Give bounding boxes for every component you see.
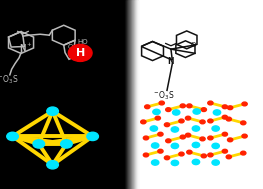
Bar (133, 0, 134, 189)
Circle shape (150, 126, 158, 131)
Text: H: H (75, 48, 85, 58)
Circle shape (208, 101, 213, 105)
Bar (137, 0, 138, 189)
Bar (0, 0, 132, 189)
Circle shape (242, 102, 247, 106)
Bar (134, 0, 135, 189)
Circle shape (171, 143, 179, 149)
Circle shape (185, 116, 191, 120)
Circle shape (208, 153, 213, 157)
Bar (128, 0, 129, 189)
Circle shape (179, 119, 184, 123)
Circle shape (192, 126, 200, 131)
Circle shape (159, 101, 164, 105)
Circle shape (158, 149, 163, 153)
Bar (131, 0, 132, 189)
Circle shape (47, 161, 58, 169)
Circle shape (208, 136, 213, 140)
Bar (130, 0, 131, 189)
Text: +: + (27, 42, 31, 47)
Circle shape (212, 143, 219, 149)
Bar (135, 0, 136, 189)
Bar (132, 0, 263, 189)
Circle shape (164, 156, 170, 160)
Circle shape (227, 106, 233, 110)
Circle shape (227, 138, 233, 142)
Circle shape (242, 134, 247, 138)
Circle shape (151, 143, 159, 148)
Bar (136, 0, 137, 189)
Circle shape (180, 135, 185, 139)
Text: HO: HO (78, 39, 88, 45)
Bar (126, 0, 127, 189)
Text: $^-$O$_3$S: $^-$O$_3$S (0, 73, 19, 86)
Circle shape (193, 109, 200, 114)
Circle shape (60, 140, 72, 148)
Circle shape (222, 132, 227, 136)
Circle shape (180, 104, 185, 108)
Circle shape (7, 132, 18, 141)
Circle shape (192, 142, 200, 148)
Circle shape (201, 154, 206, 158)
Text: O: O (68, 44, 73, 50)
Circle shape (171, 160, 179, 166)
Circle shape (143, 153, 149, 157)
Circle shape (222, 105, 227, 109)
Circle shape (166, 108, 171, 112)
Circle shape (222, 115, 227, 119)
Text: N: N (20, 43, 26, 53)
Bar (125, 0, 126, 189)
Text: N: N (167, 57, 173, 66)
Circle shape (187, 150, 192, 154)
Bar (132, 0, 133, 189)
Circle shape (143, 136, 149, 140)
Circle shape (141, 120, 146, 124)
Circle shape (68, 44, 92, 61)
Circle shape (200, 137, 205, 141)
Circle shape (192, 159, 200, 165)
Circle shape (201, 108, 206, 112)
Circle shape (47, 107, 58, 115)
Circle shape (241, 151, 246, 155)
Circle shape (87, 132, 98, 141)
Circle shape (153, 109, 160, 115)
Circle shape (222, 149, 227, 153)
Circle shape (33, 140, 45, 148)
Circle shape (187, 104, 192, 108)
Circle shape (164, 123, 170, 127)
Circle shape (208, 119, 213, 123)
Circle shape (200, 120, 205, 124)
Circle shape (145, 105, 150, 109)
Circle shape (173, 110, 180, 115)
Circle shape (166, 139, 171, 143)
Circle shape (179, 152, 184, 156)
Text: O: O (191, 42, 196, 48)
Circle shape (155, 116, 160, 120)
Circle shape (212, 160, 219, 165)
Circle shape (158, 132, 163, 136)
Circle shape (213, 110, 221, 115)
Circle shape (185, 133, 191, 137)
Circle shape (241, 121, 246, 125)
Text: $^-$O$_3$S: $^-$O$_3$S (152, 90, 175, 102)
Circle shape (212, 126, 219, 131)
Circle shape (151, 160, 159, 165)
Circle shape (226, 117, 231, 121)
Bar (129, 0, 130, 189)
Bar (127, 0, 128, 189)
Circle shape (171, 127, 179, 132)
Circle shape (226, 155, 231, 159)
